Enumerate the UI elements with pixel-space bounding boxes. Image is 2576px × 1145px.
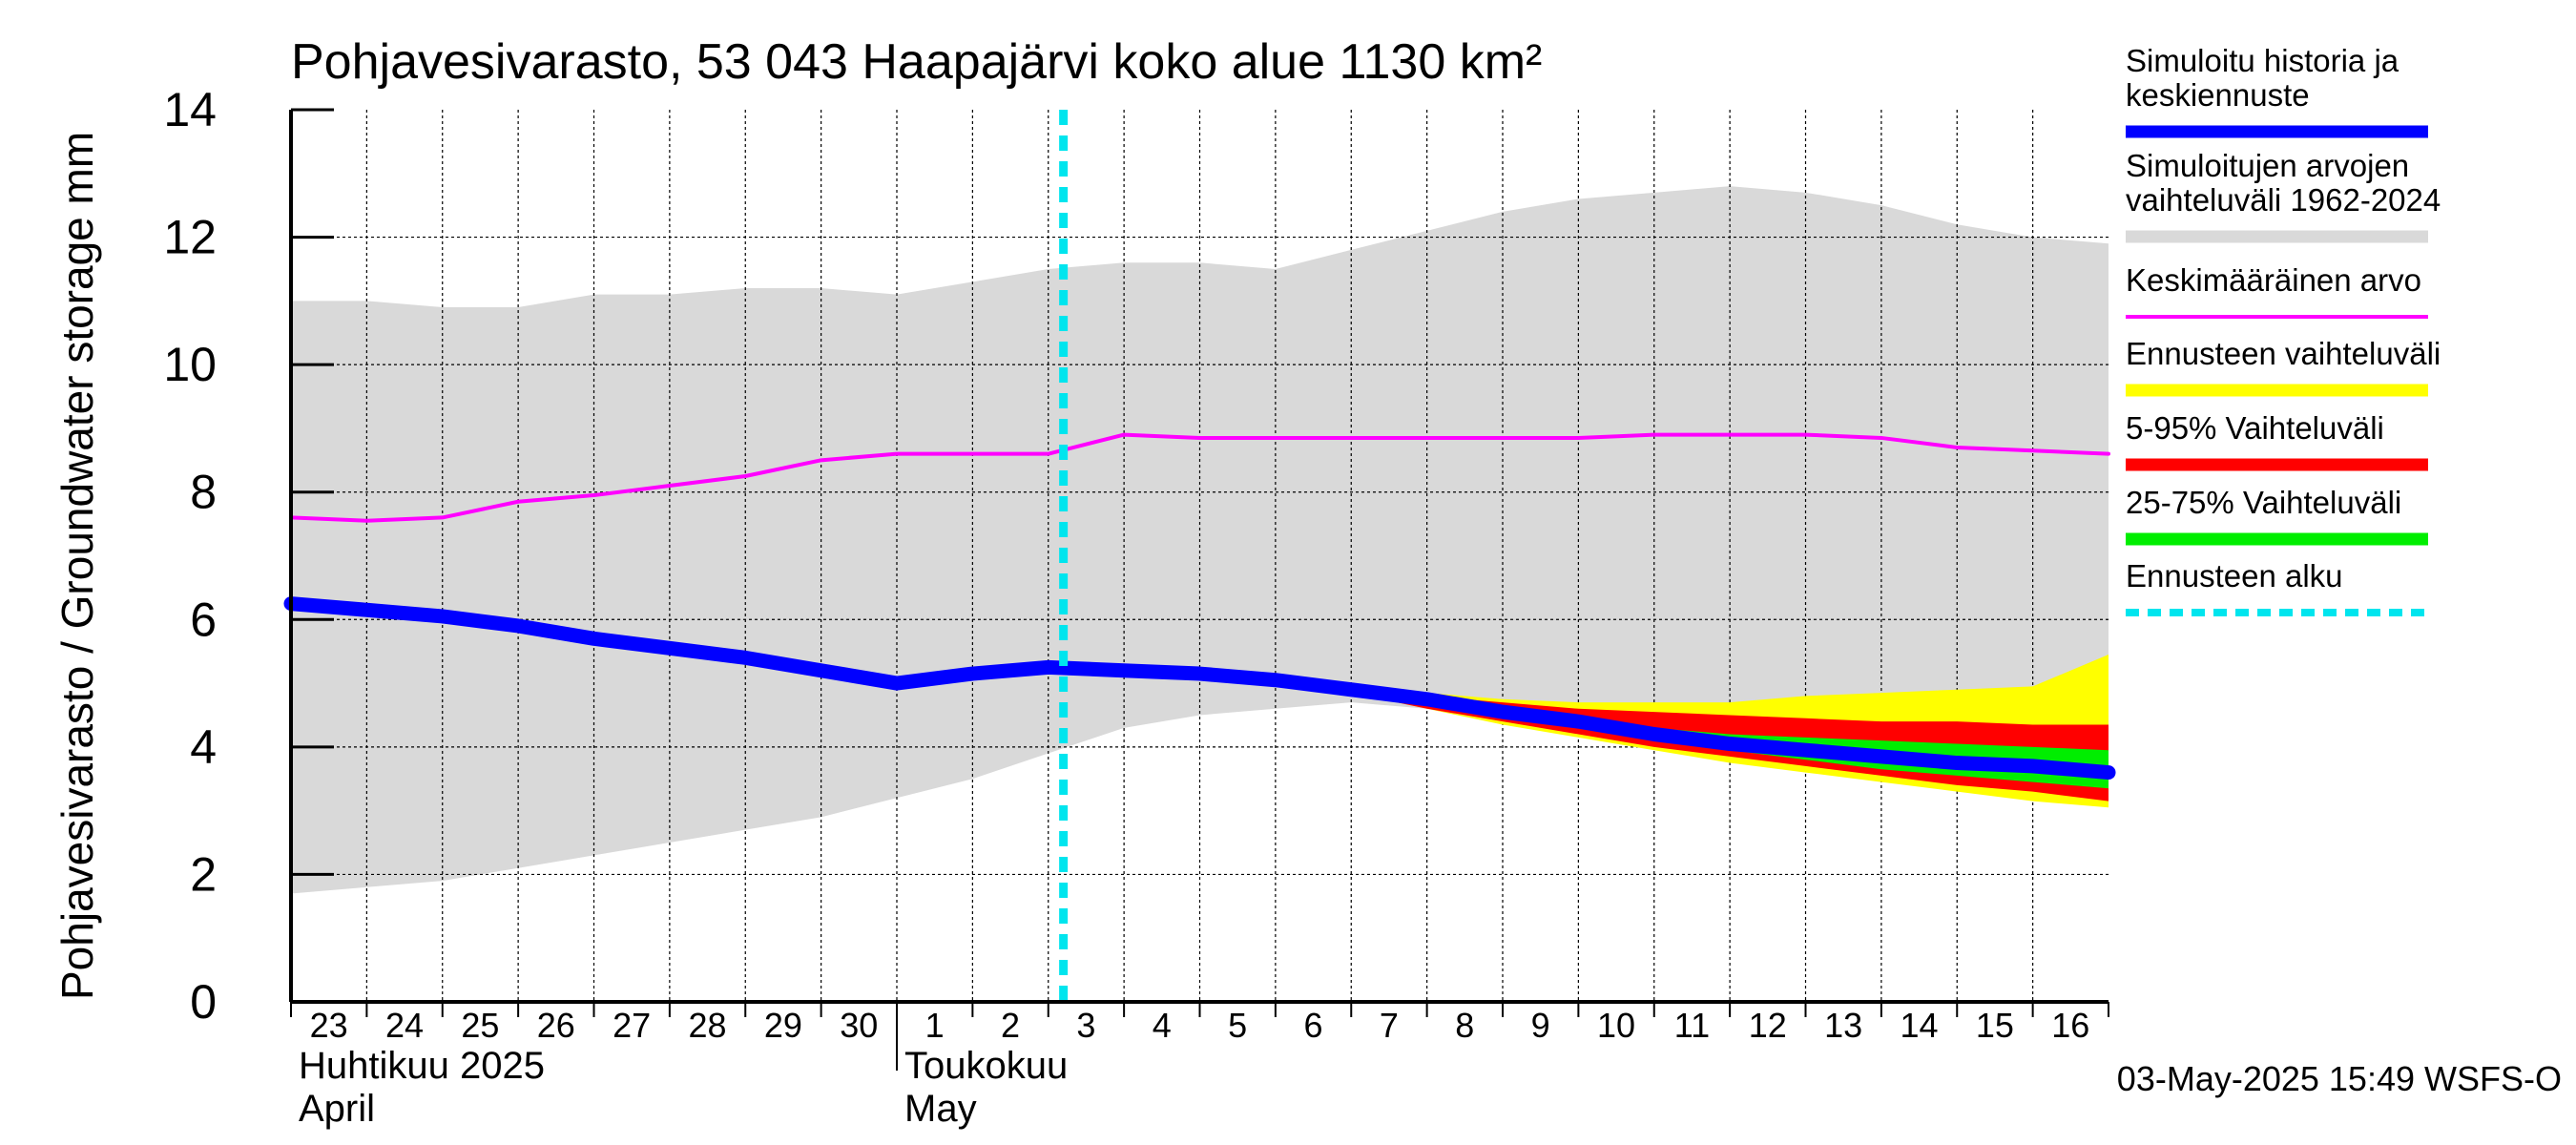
x-tick-label: 26 [537, 1006, 575, 1045]
legend-label: Keskimääräinen arvo [2126, 262, 2421, 298]
y-tick-label: 2 [190, 847, 217, 901]
y-tick-label: 8 [190, 466, 217, 519]
legend-label: 25-75% Vaihteluväli [2126, 485, 2401, 520]
footer-timestamp: 03-May-2025 15:49 WSFS-O [2117, 1059, 2562, 1098]
x-tick-label: 14 [1901, 1006, 1939, 1045]
y-tick-label: 14 [163, 83, 217, 136]
x-tick-label: 30 [840, 1006, 878, 1045]
y-tick-label: 0 [190, 975, 217, 1029]
x-tick-label: 6 [1304, 1006, 1323, 1045]
legend-label: Simuloitu historia ja [2126, 43, 2399, 78]
legend-label: 5-95% Vaihteluväli [2126, 410, 2384, 446]
month-label-en: April [299, 1088, 375, 1130]
x-tick-label: 5 [1228, 1006, 1247, 1045]
x-tick-label: 11 [1674, 1006, 1710, 1045]
x-tick-label: 24 [385, 1006, 424, 1045]
month-label-fi: Toukokuu [904, 1045, 1068, 1087]
x-tick-label: 2 [1001, 1006, 1020, 1045]
x-tick-label: 1 [925, 1006, 945, 1045]
y-axis-label: Pohjavesivarasto / Groundwater storage m… [52, 132, 102, 1000]
x-tick-label: 4 [1153, 1006, 1172, 1045]
x-tick-label: 12 [1749, 1006, 1787, 1045]
y-tick-label: 4 [190, 720, 217, 774]
plot-area [283, 110, 2116, 1002]
x-tick-label: 7 [1380, 1006, 1399, 1045]
x-tick-label: 15 [1976, 1006, 2014, 1045]
x-tick-label: 29 [764, 1006, 802, 1045]
x-tick-label: 23 [310, 1006, 348, 1045]
x-tick-label: 25 [461, 1006, 499, 1045]
y-tick-label: 10 [163, 338, 217, 391]
x-tick-label: 8 [1455, 1006, 1474, 1045]
x-tick-label: 28 [689, 1006, 727, 1045]
month-label-en: May [904, 1088, 977, 1130]
x-tick-label: 16 [2051, 1006, 2089, 1045]
month-label-fi: Huhtikuu 2025 [299, 1045, 545, 1087]
history-line [283, 596, 2116, 781]
x-tick-label: 27 [613, 1006, 651, 1045]
chart-title: Pohjavesivarasto, 53 043 Haapajärvi koko… [291, 34, 1542, 90]
y-tick-label: 6 [190, 593, 217, 646]
x-tick-label: 10 [1597, 1006, 1635, 1045]
legend-label: vaihteluväli 1962-2024 [2126, 182, 2441, 218]
x-tick-label: 3 [1076, 1006, 1095, 1045]
mean-line [289, 432, 2110, 523]
x-axis: 23 24 25 26 27 28 29 30 1 2 3 4 5 6 7 8 9 10 11 12 13 14 15 16H… [290, 1000, 2109, 1130]
legend-label: Simuloitujen arvojen [2126, 148, 2409, 183]
legend-label: Ennusteen vaihteluväli [2126, 336, 2441, 371]
x-tick-label: 13 [1824, 1006, 1862, 1045]
y-tick-label: 12 [163, 211, 217, 264]
legend-label: keskiennuste [2126, 77, 2310, 113]
legend-label: Ennusteen alku [2126, 558, 2343, 593]
x-tick-label: 9 [1531, 1006, 1550, 1045]
y-axis: 0 2 4 6 8 10 12 14 [163, 83, 334, 1029]
